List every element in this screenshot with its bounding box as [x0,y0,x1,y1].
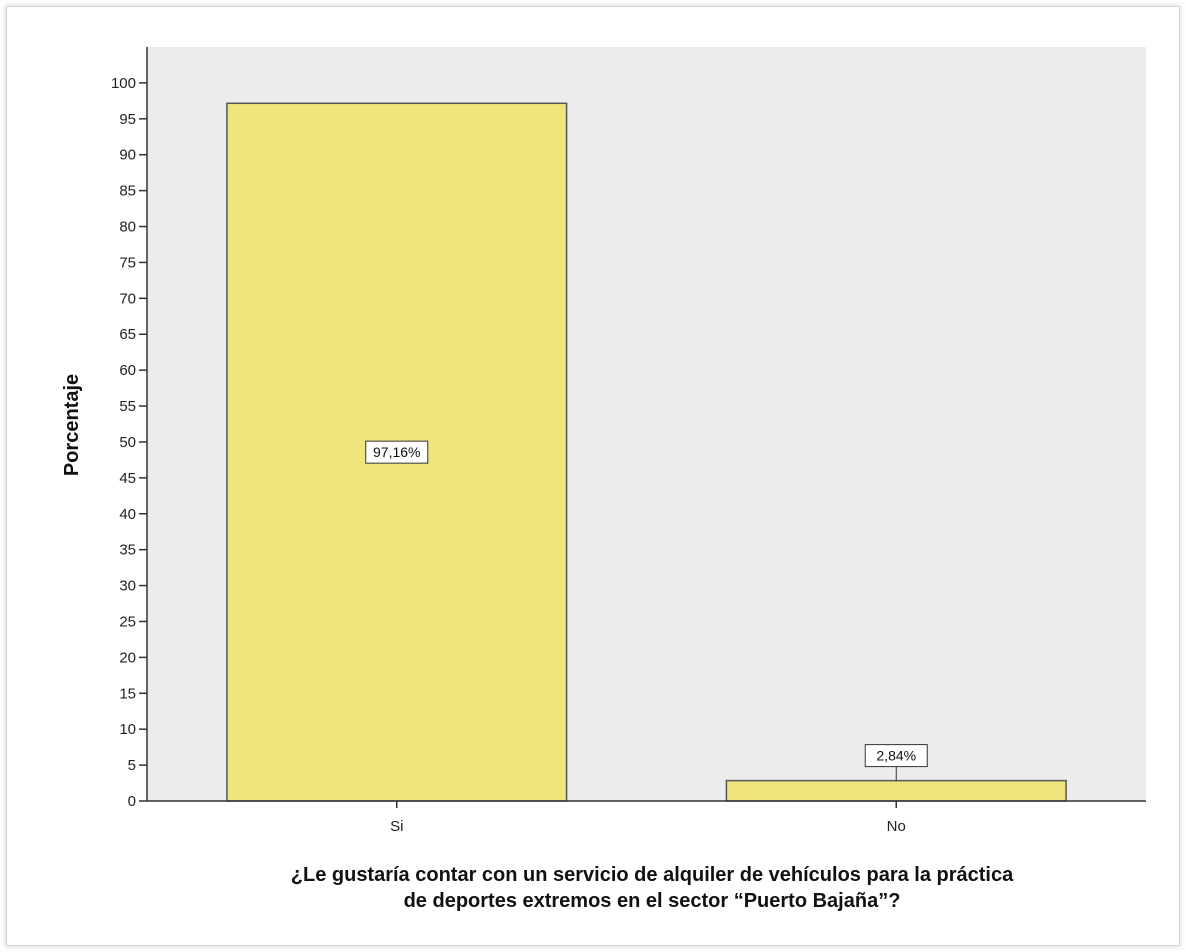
y-tick-label: 70 [119,290,136,307]
x-tick-label: No [887,818,906,835]
x-axis-label-line-2: de deportes extremos en el sector “Puert… [404,890,901,912]
x-axis: Si No [147,800,1146,835]
y-tick-label: 0 [128,793,136,810]
y-tick-label: 85 [119,183,136,200]
y-tick-label: 65 [119,326,136,343]
data-label: 97,16% [373,444,420,460]
y-tick-label: 35 [119,542,136,559]
bars: 97,16% 2,84% [226,102,1067,802]
y-tick-label: 15 [119,685,136,702]
y-tick-label: 10 [119,721,136,738]
y-tick-label: 80 [119,219,136,236]
x-tick-label: Si [390,818,403,835]
y-tick-label: 100 [111,75,136,92]
y-tick-label: 25 [119,613,136,630]
y-tick-label: 5 [128,757,136,774]
y-tick-label: 50 [119,434,136,451]
y-axis: 0 5 10 15 20 25 30 35 40 45 50 55 60 65 70 75 80 85 90 95 10… [111,47,148,810]
bar-no [725,779,1067,802]
y-tick-label: 75 [119,254,136,271]
y-tick-label: 20 [119,649,136,666]
data-label: 2,84% [876,748,916,764]
y-tick-label: 90 [119,147,136,164]
y-tick-label: 55 [119,398,136,415]
data-label-box [365,440,429,464]
y-tick-label: 30 [119,578,136,595]
y-axis-label: Porcentaje [61,374,83,476]
y-tick-label: 40 [119,506,136,523]
x-axis-label-line-1: ¿Le gustaría contar con un servicio de a… [291,864,1014,886]
y-tick-label: 60 [119,362,136,379]
y-tick-label: 95 [119,111,136,128]
y-tick-label: 45 [119,470,136,487]
